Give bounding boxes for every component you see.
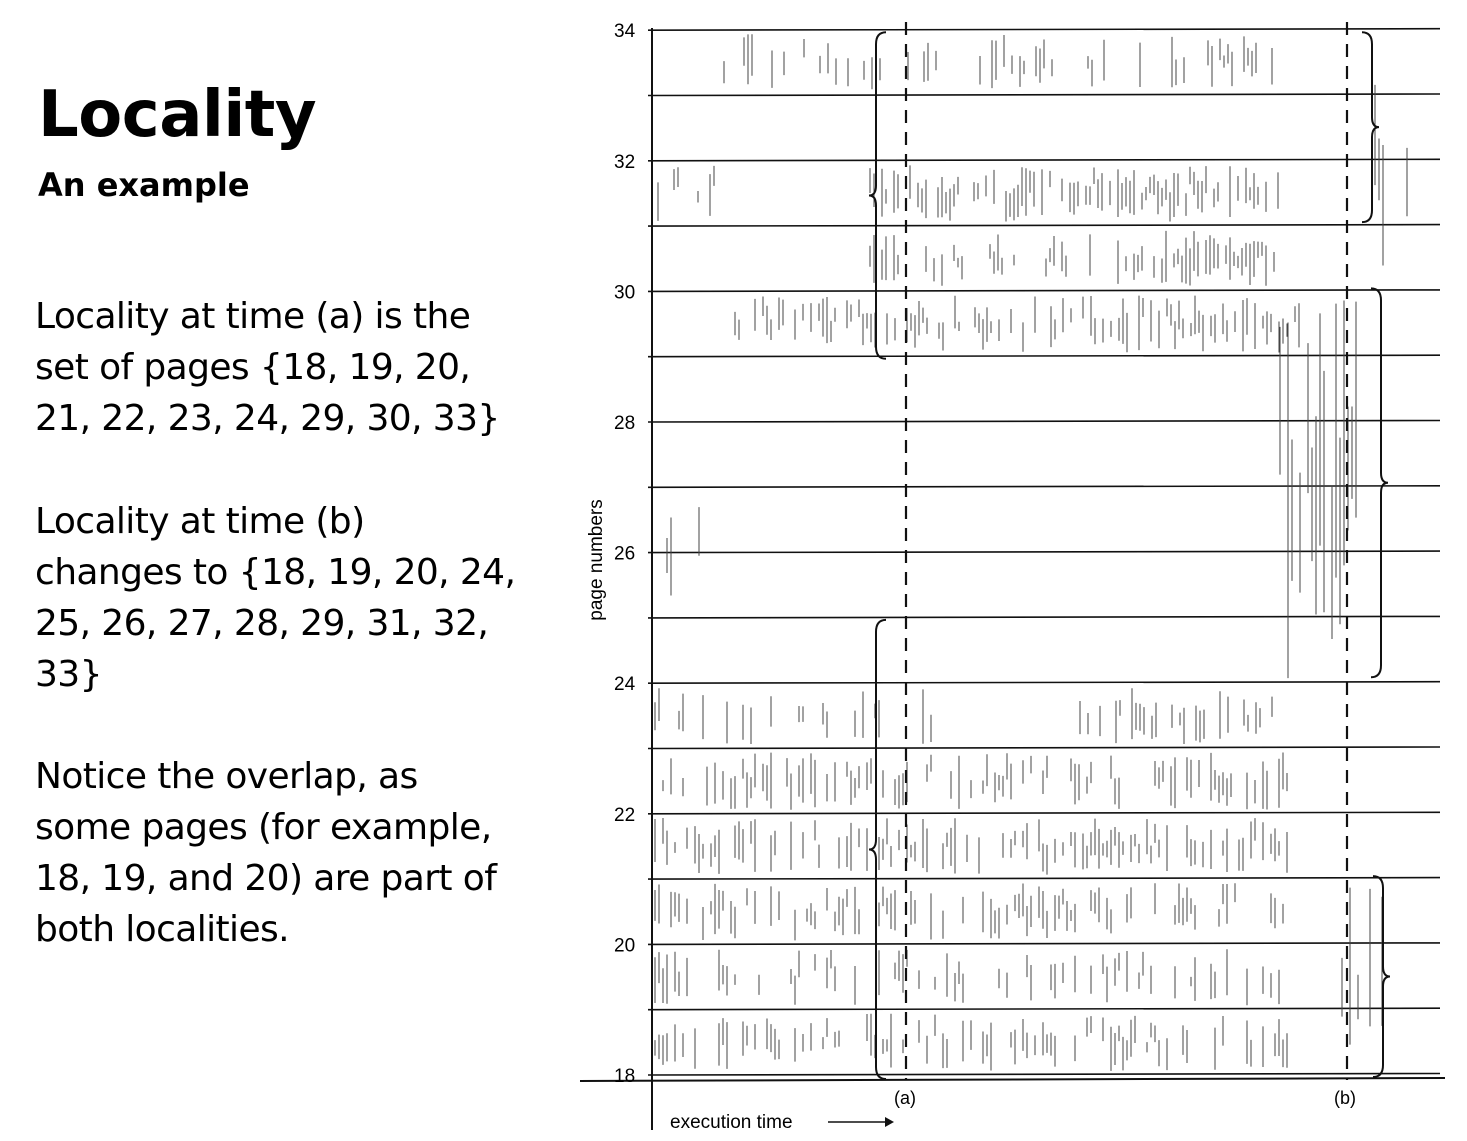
- y-tick-label: 20: [614, 935, 635, 956]
- page-line: [647, 942, 1441, 946]
- y-tick-label: 26: [614, 544, 635, 565]
- paragraph-locality-a: Locality at time (a) is the set of pages…: [35, 291, 505, 444]
- page-line: [647, 93, 1441, 97]
- page-line: [647, 354, 1441, 358]
- text-line: set of pages {18, 19, 20,: [35, 347, 471, 388]
- page-line: [647, 615, 1441, 619]
- text-line: changes to {18, 19, 20, 24,: [35, 552, 516, 593]
- page-line: [647, 484, 1441, 489]
- x-axis-arrowhead: [885, 1117, 894, 1127]
- page-line: [647, 811, 1441, 815]
- text-line: Notice the overlap, as: [35, 756, 418, 797]
- page-line: [647, 289, 1441, 293]
- locality-brace-a: [868, 618, 887, 1080]
- page-line: [647, 158, 1441, 162]
- marker-b-label: (b): [1334, 1088, 1356, 1108]
- text-line: Locality at time (b): [35, 501, 365, 542]
- locality-brace-b: [1372, 875, 1391, 1078]
- y-tick-label: 34: [614, 21, 636, 42]
- page-line: [647, 223, 1441, 227]
- locality-brace-b: [1370, 287, 1389, 679]
- y-tick-label: 30: [614, 282, 635, 303]
- page-line: [647, 27, 1441, 31]
- page-line: [647, 1072, 1441, 1076]
- paragraph-overlap-note: Notice the overlap, as some pages (for e…: [35, 751, 505, 955]
- marker-a-label: (a): [894, 1088, 916, 1108]
- locality-brace-a: [868, 31, 887, 360]
- page-line: [647, 680, 1441, 685]
- x-axis-label: execution time: [670, 1112, 793, 1133]
- page-grid-lines: [579, 27, 1446, 1130]
- locality-figure: page numbers execution time (a) (b) 34 32…: [579, 21, 1446, 1133]
- time-markers: [904, 22, 1349, 1080]
- x-axis: [579, 1077, 1446, 1082]
- y-tick-label: 22: [614, 805, 635, 826]
- text-line: 33}: [35, 654, 103, 695]
- y-tick-label: 32: [614, 152, 635, 173]
- y-tick-label: 24: [614, 674, 636, 695]
- page-line: [647, 419, 1441, 423]
- text-line: 21, 22, 23, 24, 29, 30, 33}: [35, 398, 500, 439]
- text-line: some pages (for example,: [35, 807, 492, 848]
- memory-reference-pattern: [654, 34, 1408, 1071]
- y-tick-label: 18: [614, 1066, 635, 1087]
- paragraph-locality-b: Locality at time (b) changes to {18, 19,…: [35, 496, 516, 700]
- page-line: [647, 746, 1441, 750]
- text-line: both localities.: [35, 909, 290, 950]
- page-line: [647, 876, 1441, 880]
- page-line: [647, 550, 1441, 554]
- text-line: 18, 19, and 20) are part of: [35, 858, 497, 899]
- slide-subtitle: An example: [38, 166, 250, 204]
- text-line: 25, 26, 27, 28, 29, 31, 32,: [35, 603, 489, 644]
- text-line: Locality at time (a) is the: [35, 296, 471, 337]
- locality-braces: [868, 31, 1391, 1080]
- axis-labels: page numbers execution time (a) (b) 34 32…: [586, 21, 1356, 1133]
- y-tick-label: 28: [614, 413, 635, 434]
- slide-title: Locality: [38, 78, 317, 152]
- page-line: [647, 1007, 1441, 1011]
- y-axis-label: page numbers: [586, 499, 607, 620]
- locality-brace-b: [1361, 31, 1380, 224]
